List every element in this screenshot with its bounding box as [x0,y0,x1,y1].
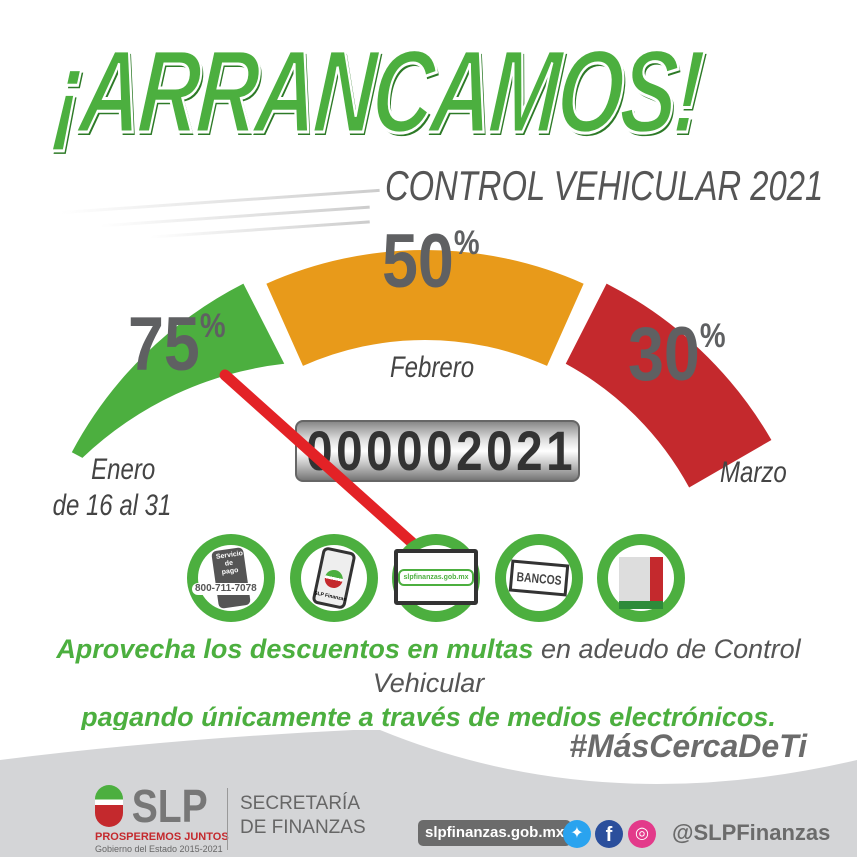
kiosk-icon [619,557,663,609]
odometer-digit: 0 [485,419,513,482]
instagram-icon[interactable]: ◎ [628,820,656,848]
odometer-digit: 1 [545,419,573,482]
channel-phone: Servicio de pago 800-711-7078 [187,534,275,622]
twitter-icon[interactable]: ✦ [563,820,591,848]
website-link[interactable]: slpfinanzas.gob.mx [418,820,572,846]
phone-service-icon: Servicio de pago [211,547,251,609]
odometer-digit: 0 [395,419,423,482]
gauge-segment-enero [71,283,285,458]
gauge-segment-marzo [565,283,772,488]
month-febrero: Febrero [390,351,475,384]
odometer-digit: 2 [515,419,543,482]
bank-icon: BANCOS [508,559,570,597]
month-enero: Enero de 16 al 31 [52,453,172,522]
month-marzo: Marzo [720,456,787,489]
social-handle[interactable]: @SLPFinanzas [672,820,831,845]
odometer-digit: 0 [305,419,333,482]
divider [227,788,228,850]
odometer-digit: 0 [365,419,393,482]
computer-website-icon: slpfinanzas.gob.mx [394,549,478,605]
phone-number: 800-711-7078 [192,583,260,595]
promo-message: Aprovecha los descuentos en multas en ad… [56,634,801,732]
channel-app: SLP Finanzas [290,534,378,622]
slp-logo: SLP PROSPEREMOS JUNTOS Gobierno del Esta… [95,780,229,854]
channel-web: slpfinanzas.gob.mx [392,534,480,622]
gauge-segment-febrero [266,250,584,366]
facebook-icon[interactable]: f [595,820,623,848]
odometer-digit: 0 [335,419,363,482]
channel-kiosk [597,534,685,622]
slp-s-icon [95,785,123,827]
channel-banks: BANCOS [495,534,583,622]
discount-febrero: 50% [382,219,480,304]
secretaria-finanzas: SECRETARÍA DE FINANZAS [240,793,366,838]
hashtag: #MásCercaDeTi [569,728,807,764]
odometer-digit: 0 [425,419,453,482]
discount-enero: 75% [128,302,226,387]
subtitle: CONTROL VEHICULAR 2021 [385,162,824,209]
odometer-digit: 2 [455,419,483,482]
discount-marzo: 30% [628,312,726,397]
mobile-app-icon: SLP Finanzas [311,546,357,610]
